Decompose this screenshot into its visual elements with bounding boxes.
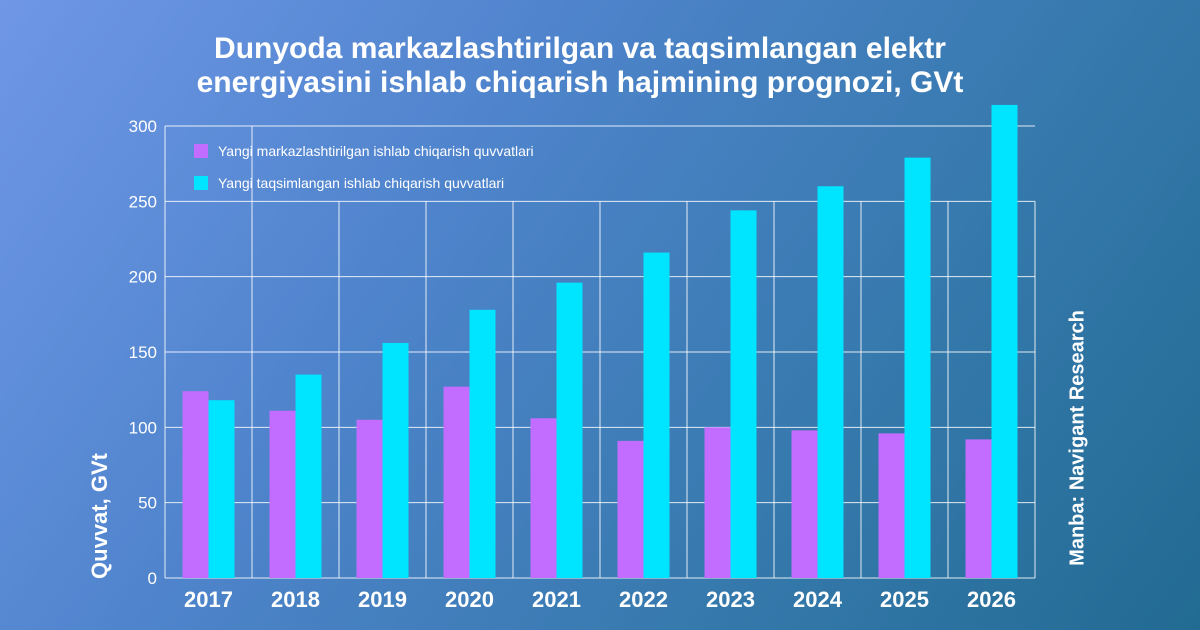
- chart-title: Dunyoda markazlashtirilgan va taqsimlang…: [0, 32, 1160, 100]
- x-tick-label-2026: 2026: [967, 587, 1016, 612]
- x-tick-label-2023: 2023: [706, 587, 755, 612]
- y-tick-label-50: 50: [138, 494, 157, 513]
- legend-item-distributed: Yangi taqsimlangan ishlab chiqarish quvv…: [194, 172, 534, 194]
- y-tick-label-0: 0: [148, 569, 157, 588]
- y-tick-label-200: 200: [129, 268, 157, 287]
- x-tick-label-2024: 2024: [793, 587, 843, 612]
- bar-distributed-2026: [991, 104, 1018, 578]
- bar-centralized-2021: [530, 418, 557, 578]
- legend-item-centralized: Yangi markazlashtirilgan ishlab chiqaris…: [194, 140, 534, 162]
- y-tick-label-100: 100: [129, 418, 157, 437]
- legend: Yangi markazlashtirilgan ishlab chiqaris…: [194, 140, 534, 204]
- bar-centralized-2022: [617, 440, 644, 578]
- bar-centralized-2026: [965, 439, 992, 578]
- bar-distributed-2021: [556, 282, 583, 578]
- x-tick-label-2022: 2022: [619, 587, 668, 612]
- bar-centralized-2019: [356, 419, 383, 578]
- chart-title-line-1: Dunyoda markazlashtirilgan va taqsimlang…: [214, 32, 946, 65]
- bar-distributed-2019: [382, 342, 409, 578]
- bar-centralized-2017: [182, 391, 209, 578]
- x-tick-label-2018: 2018: [271, 587, 320, 612]
- bar-centralized-2020: [443, 386, 470, 578]
- bar-distributed-2025: [904, 157, 931, 578]
- y-tick-label-300: 300: [129, 117, 157, 136]
- chart-title-line-2: energiyasini ishlab chiqarish hajmining …: [196, 66, 964, 99]
- bar-distributed-2017: [208, 400, 235, 578]
- legend-label-centralized: Yangi markazlashtirilgan ishlab chiqaris…: [218, 143, 534, 159]
- x-tick-label-2020: 2020: [445, 587, 494, 612]
- bar-distributed-2022: [643, 252, 670, 578]
- x-tick-label-2021: 2021: [532, 587, 581, 612]
- x-tick-label-2019: 2019: [358, 587, 407, 612]
- bar-distributed-2024: [817, 186, 844, 578]
- legend-swatch-centralized: [194, 144, 208, 158]
- bar-centralized-2024: [791, 430, 818, 578]
- bar-distributed-2020: [469, 309, 496, 578]
- legend-label-distributed: Yangi taqsimlangan ishlab chiqarish quvv…: [218, 175, 505, 191]
- x-tick-label-2025: 2025: [880, 587, 929, 612]
- y-tick-label-250: 250: [129, 192, 157, 211]
- bar-centralized-2025: [878, 433, 905, 578]
- legend-swatch-distributed: [194, 176, 208, 190]
- bar-centralized-2023: [704, 427, 731, 578]
- bar-distributed-2023: [730, 210, 757, 578]
- bar-distributed-2018: [295, 374, 322, 578]
- x-tick-label-2017: 2017: [184, 587, 233, 612]
- bar-centralized-2018: [269, 410, 296, 578]
- y-axis-label: Quvvat, GVt: [87, 453, 112, 579]
- y-tick-label-150: 150: [129, 343, 157, 362]
- source-note: Manba: Navigant Research: [1066, 310, 1089, 566]
